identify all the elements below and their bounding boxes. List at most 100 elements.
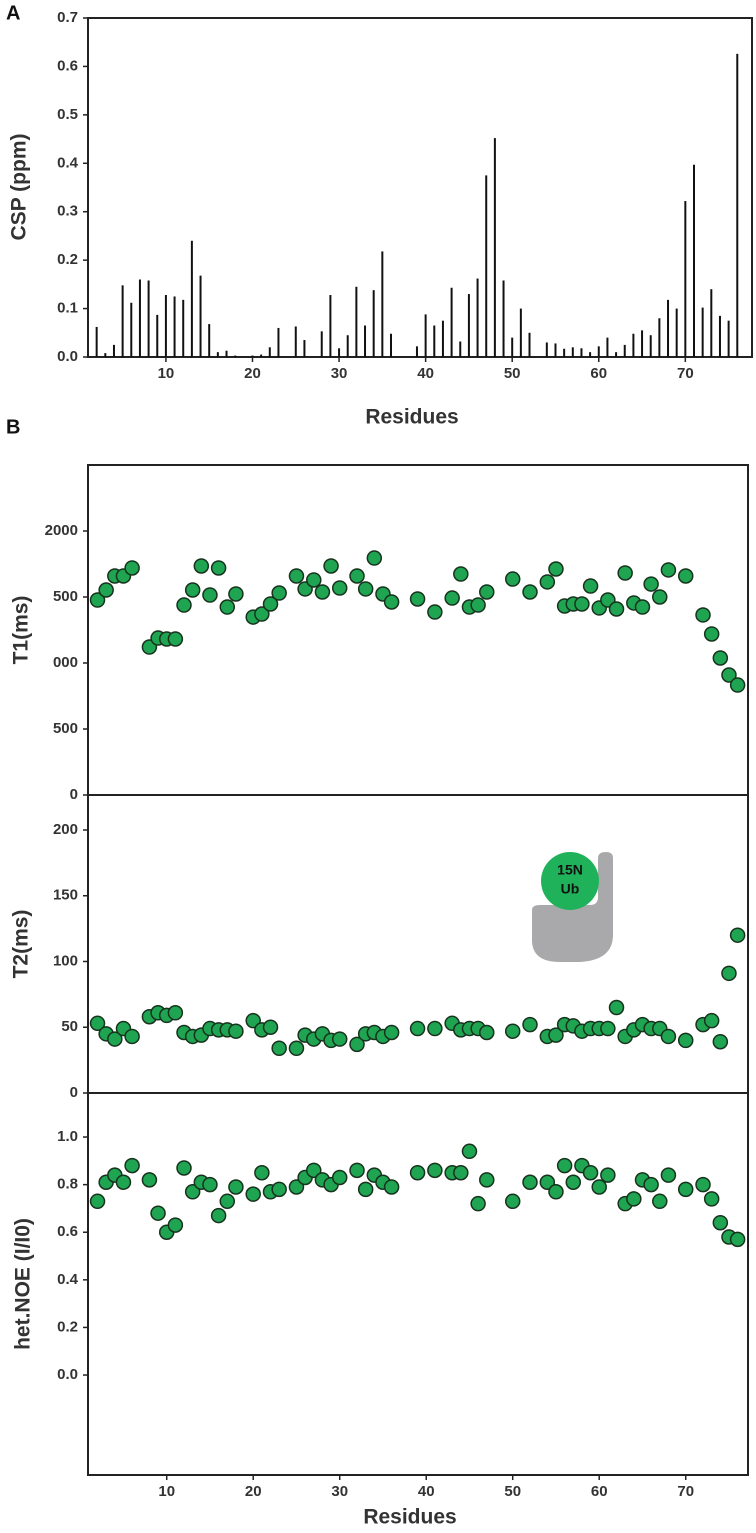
point — [202, 587, 218, 603]
point — [115, 1174, 132, 1191]
point — [565, 1174, 582, 1191]
bar — [199, 275, 202, 357]
point — [652, 589, 668, 605]
bar — [545, 342, 548, 357]
point — [504, 1023, 521, 1039]
x-tick-label: 30 — [331, 1483, 348, 1500]
y-tick-label: 000 — [53, 654, 78, 671]
bar — [190, 240, 193, 357]
x-tick-label: 20 — [244, 365, 261, 382]
point — [695, 607, 711, 623]
bar — [303, 340, 306, 357]
bar — [632, 333, 635, 357]
point — [271, 1181, 287, 1198]
point — [89, 592, 106, 608]
point — [729, 1231, 746, 1248]
point — [703, 626, 720, 642]
panel-label: B — [6, 416, 20, 438]
plot-frame — [87, 17, 753, 358]
x-tick-label: 10 — [158, 1483, 175, 1500]
y-tick-label: 0.5 — [57, 106, 78, 123]
x-tick-label: 10 — [158, 365, 175, 382]
bar — [112, 344, 115, 357]
bar — [459, 341, 462, 357]
point — [461, 1143, 478, 1160]
point — [254, 606, 270, 622]
point — [548, 1184, 564, 1200]
x-tick-label: 40 — [417, 365, 434, 382]
point — [124, 1157, 140, 1174]
y-tick-label: 0.7 — [57, 9, 78, 26]
point — [712, 1033, 729, 1050]
bar — [277, 327, 280, 357]
bar — [571, 347, 574, 357]
x-tick-label: 40 — [418, 1483, 435, 1500]
y-tick-label: 0 — [70, 1084, 78, 1101]
bar — [684, 201, 687, 357]
bar — [268, 347, 271, 357]
point — [409, 591, 426, 607]
y-tick-label: 0.0 — [57, 348, 78, 365]
point — [349, 1036, 365, 1053]
point — [608, 999, 625, 1016]
point — [504, 571, 521, 587]
bar — [467, 294, 470, 357]
point — [288, 1040, 305, 1057]
point — [228, 1179, 244, 1195]
bar — [329, 295, 332, 357]
bar — [320, 331, 323, 357]
bar — [692, 164, 695, 357]
bar — [415, 346, 418, 357]
point — [366, 550, 383, 566]
point — [357, 581, 374, 597]
point — [184, 1184, 201, 1200]
point — [210, 560, 227, 576]
point — [271, 1040, 287, 1057]
point — [652, 1193, 668, 1210]
bar — [147, 280, 150, 357]
point — [271, 585, 287, 601]
bar — [727, 320, 730, 357]
point — [409, 1164, 426, 1181]
bar — [658, 318, 661, 357]
point — [556, 1157, 573, 1174]
y-tick-label: 0.4 — [57, 154, 79, 171]
bar — [511, 337, 514, 357]
point — [167, 1217, 184, 1233]
point — [479, 1172, 495, 1188]
point — [582, 1164, 599, 1181]
y-tick-label: 0.8 — [57, 1176, 78, 1193]
point — [383, 594, 400, 610]
bar — [130, 302, 133, 357]
point — [98, 582, 114, 598]
plot-frame — [87, 1092, 749, 1476]
point — [660, 562, 677, 578]
y-axis-label: T2(ms) — [10, 910, 33, 979]
point — [288, 1179, 305, 1195]
bar — [208, 324, 211, 357]
point — [574, 596, 590, 612]
point — [331, 1169, 348, 1186]
point — [427, 1162, 443, 1179]
bar — [563, 348, 566, 357]
point — [453, 1164, 469, 1181]
point — [306, 572, 322, 588]
bar — [389, 333, 392, 357]
point — [721, 667, 737, 683]
point — [167, 631, 184, 647]
point — [677, 568, 694, 584]
bar — [338, 348, 341, 357]
y-tick-label: 0.6 — [57, 1223, 78, 1240]
point — [643, 576, 659, 592]
y-tick-label: 50 — [61, 1018, 78, 1035]
bar — [493, 138, 496, 357]
point — [262, 1019, 279, 1035]
bar — [173, 296, 176, 357]
bar — [234, 355, 237, 357]
point — [323, 558, 339, 574]
point — [331, 580, 348, 596]
point — [479, 1024, 495, 1041]
point — [539, 1174, 556, 1191]
bar — [450, 287, 453, 357]
